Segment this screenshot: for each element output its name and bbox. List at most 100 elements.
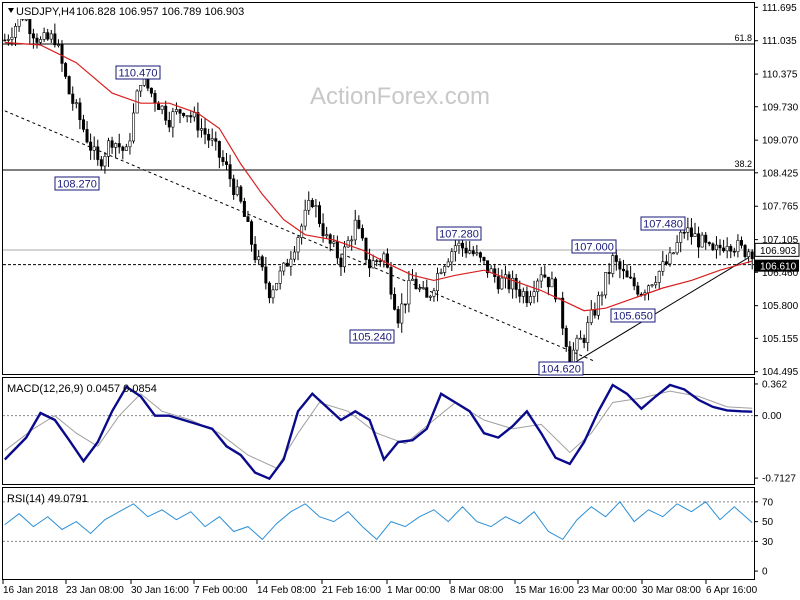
candle-body xyxy=(368,259,372,269)
price-levels: 61.8 38.2 xyxy=(3,33,754,266)
candle-body xyxy=(289,258,293,267)
candle-body xyxy=(654,282,658,286)
candle-body xyxy=(325,234,329,237)
price-tick-label: 105.155 xyxy=(762,334,799,345)
price-tick-label: 110.375 xyxy=(762,70,798,81)
candle-body xyxy=(167,119,171,128)
rsi-levels xyxy=(3,501,754,542)
candle-body xyxy=(582,337,586,343)
candle-body xyxy=(360,228,364,239)
candle-body xyxy=(149,87,153,94)
candle-body xyxy=(74,102,78,105)
candle-body xyxy=(121,146,125,151)
rsi-line xyxy=(4,501,753,541)
candle-body xyxy=(428,295,432,298)
candle-body xyxy=(546,276,550,288)
candle-body xyxy=(264,266,268,284)
candle-body xyxy=(561,297,565,329)
candle-body xyxy=(568,346,572,364)
candle-body xyxy=(393,293,397,310)
candle-body xyxy=(364,237,368,260)
candle-body xyxy=(35,37,39,43)
macd-axis: 0.362 0.00 -0.7127 xyxy=(754,379,796,485)
candle-body xyxy=(296,237,300,253)
time-tick-label: 15 Mar 16:00 xyxy=(515,585,574,596)
candle-body xyxy=(232,178,236,195)
macd-tick-label: 0.00 xyxy=(762,411,782,422)
candle-body xyxy=(353,219,357,241)
candle-body xyxy=(432,290,436,297)
candle-body xyxy=(500,277,504,290)
dropdown-triangle-icon[interactable] xyxy=(8,8,14,13)
candle-body xyxy=(314,205,318,208)
candle-body xyxy=(225,161,229,165)
candle-body xyxy=(528,296,532,304)
candle-body xyxy=(614,255,618,262)
candle-body xyxy=(24,18,28,21)
swing-label-box xyxy=(115,65,161,80)
candle-body xyxy=(586,322,590,343)
candle-body xyxy=(711,243,715,251)
candle-body xyxy=(49,33,53,40)
swing-label: 110.470 xyxy=(119,68,158,80)
candle-body xyxy=(157,102,161,110)
candle-body xyxy=(185,115,189,117)
candle-body xyxy=(282,262,286,272)
candle-body xyxy=(343,246,347,268)
candle-body xyxy=(521,291,525,297)
candle-body xyxy=(31,33,35,39)
time-tick-label: 14 Feb 08:00 xyxy=(257,585,316,596)
candle-body xyxy=(303,209,307,227)
candle-body xyxy=(278,270,282,284)
candle-body xyxy=(532,291,536,297)
candle-body xyxy=(271,289,275,299)
candle-body xyxy=(160,105,164,110)
candle-body xyxy=(747,251,751,257)
candle-body xyxy=(621,268,625,272)
candle-body xyxy=(668,252,672,265)
macd-signal-line xyxy=(4,390,753,469)
candle-body xyxy=(647,285,651,293)
candle-body xyxy=(246,216,250,222)
rsi-label: RSI(14) 49.0791 xyxy=(7,493,88,505)
candle-body xyxy=(439,272,443,274)
price-tick-label: 111.035 xyxy=(762,36,797,47)
candle-body xyxy=(96,146,100,160)
candle-body xyxy=(611,255,615,274)
candle-body xyxy=(443,266,447,273)
fib-level-label: 61.8 xyxy=(734,33,752,43)
swing-label-box xyxy=(349,329,395,344)
candle-body xyxy=(679,231,683,243)
candle-body xyxy=(210,138,214,141)
candle-body xyxy=(239,186,243,202)
candle-body xyxy=(6,39,10,41)
header-background xyxy=(6,4,220,19)
candle-body xyxy=(42,32,46,40)
candle-body xyxy=(511,277,515,290)
macd-panel-frame xyxy=(2,377,755,485)
candle-body xyxy=(382,253,386,262)
candle-body xyxy=(189,115,193,118)
candle-body xyxy=(714,244,718,251)
candle-body xyxy=(375,260,379,262)
candle-body xyxy=(657,271,661,283)
candle-body xyxy=(593,309,597,316)
candle-body xyxy=(589,309,593,323)
candle-body xyxy=(139,85,143,92)
candle-body xyxy=(110,140,114,148)
candle-body xyxy=(257,256,261,261)
candle-body xyxy=(64,63,68,77)
candle-body xyxy=(221,157,225,163)
candle-body xyxy=(693,233,697,237)
candle-body xyxy=(28,18,32,35)
current-price-label: 106.903 xyxy=(760,246,797,257)
candle-body xyxy=(285,262,289,267)
candle-body xyxy=(132,112,136,142)
candle-body xyxy=(371,260,375,269)
macd-tick-label: 0.362 xyxy=(762,379,787,390)
trendline-rising xyxy=(569,257,749,366)
candle-body xyxy=(317,205,321,224)
swing-label: 105.240 xyxy=(352,332,392,344)
candle-body xyxy=(421,287,425,289)
candle-body xyxy=(10,36,14,40)
